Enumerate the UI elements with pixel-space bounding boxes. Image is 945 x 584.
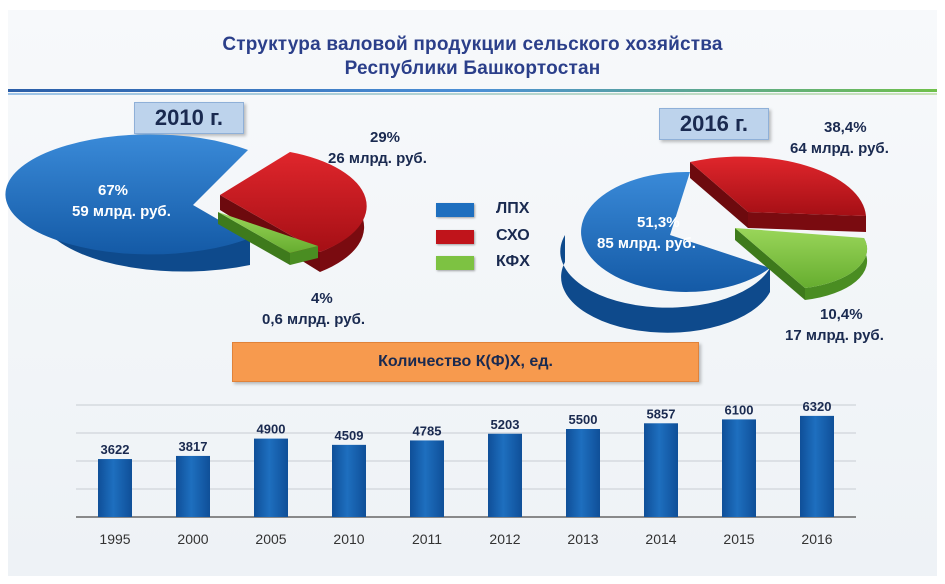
legend-label-lpx: ЛПХ <box>496 200 530 217</box>
bar-value-label-2010: 4509 <box>335 428 364 443</box>
pie-2016-slice-cxo-side <box>690 162 748 228</box>
bar-category-label-2012: 2012 <box>489 531 520 547</box>
pie-2010-cxo-amount: 26 млрд. руб. <box>328 150 427 167</box>
pie-2016-kfx-percent: 10,4% <box>820 306 863 323</box>
pie-2010-lpx-percent: 67% <box>98 182 129 199</box>
pie-2010-slice-lpx-side <box>48 205 250 272</box>
title-rule-secondary <box>8 93 937 95</box>
pie-2010-kfx-amount: 0,6 млрд. руб. <box>262 311 366 328</box>
legend-label-cxo: СХО <box>496 227 530 244</box>
pie-2016-kfx-amount: 17 млрд. руб. <box>785 327 884 344</box>
bar-2005 <box>254 438 288 517</box>
legend-swatch-lpx <box>436 203 474 217</box>
legend-swatch-cxo <box>436 230 474 244</box>
bar-2014 <box>644 423 678 517</box>
bar-2016 <box>800 415 834 517</box>
pie-2016-lpx-percent: 51,3% <box>637 214 680 231</box>
bar-value-label-2011: 4785 <box>413 423 442 438</box>
pie-2016-slice-cxo-side2 <box>748 212 866 232</box>
pie-2016-lpx-amount: 85 млрд. руб. <box>597 235 696 252</box>
bar-value-label-2014: 5857 <box>647 406 676 421</box>
bar-value-label-2005: 4900 <box>257 422 286 437</box>
title-line-1: Структура валовой продукции сельского хо… <box>222 34 723 55</box>
pie-2010-slice-cxo-side2 <box>320 190 366 272</box>
pie-2016-slice-lpx-side <box>560 235 770 333</box>
legend-swatch-kfx <box>436 256 474 270</box>
bar-2012 <box>488 433 522 517</box>
pie-2016-slice-kfx <box>735 228 868 288</box>
bar-category-label-2013: 2013 <box>567 531 598 547</box>
title-line-2: Республики Башкортостан <box>344 58 601 79</box>
bar-category-label-2005: 2005 <box>255 531 286 547</box>
bar-2015 <box>722 419 756 517</box>
legend-label-kfx: КФХ <box>496 253 530 270</box>
pie-2016-slice-cxo <box>690 156 866 216</box>
title-rule <box>8 89 937 92</box>
pie-2016-slice-kfx-side <box>735 228 805 300</box>
pie-2016-cxo-percent: 38,4% <box>824 119 867 136</box>
pie-2016-year-label: 2016 г. <box>659 108 769 140</box>
bar-value-label-2015: 6100 <box>725 402 754 417</box>
pie-2010-slice-kfx-side <box>218 212 290 265</box>
pie-2016 <box>560 156 868 333</box>
bar-category-label-2011: 2011 <box>412 531 442 547</box>
bar-category-label-2010: 2010 <box>333 531 364 547</box>
bar-2013 <box>566 429 600 517</box>
bar-category-label-2016: 2016 <box>801 531 832 547</box>
bar-category-label-1995: 1995 <box>99 531 130 547</box>
bar-value-label-2013: 5500 <box>569 412 598 427</box>
pie-2016-cxo-amount: 64 млрд. руб. <box>790 140 889 157</box>
pie-2010-slice-kfx-side2 <box>290 246 318 265</box>
pie-2010-kfx-percent: 4% <box>311 290 333 307</box>
bar-value-label-2012: 5203 <box>491 417 520 432</box>
pie-2016-slice-lpx <box>581 171 770 292</box>
pie-2010-slice-kfx <box>218 212 318 253</box>
bar-2000 <box>176 455 210 517</box>
bar-1995 <box>98 459 132 517</box>
pie-2010-slice-cxo <box>220 152 367 252</box>
bar-category-label-2014: 2014 <box>645 531 676 547</box>
pie-2010-year-label: 2010 г. <box>134 102 244 134</box>
bar-category-label-2015: 2015 <box>723 531 754 547</box>
bar-category-label-2000: 2000 <box>177 531 208 547</box>
pie-2010 <box>5 134 367 272</box>
bar-2011 <box>410 440 444 517</box>
bar-value-label-1995: 3622 <box>101 442 130 457</box>
pie-2010-lpx-amount: 59 млрд. руб. <box>72 203 171 220</box>
bar-value-label-2016: 6320 <box>803 399 832 414</box>
bar-chart-title: Количество К(Ф)Х, ед. <box>232 342 699 382</box>
pie-2010-slice-lpx <box>5 134 250 255</box>
bar-value-label-2000: 3817 <box>179 439 208 454</box>
pie-2010-cxo-percent: 29% <box>370 129 401 146</box>
bar-2010 <box>332 444 366 517</box>
pie-2016-slice-kfx-side2 <box>805 238 868 300</box>
